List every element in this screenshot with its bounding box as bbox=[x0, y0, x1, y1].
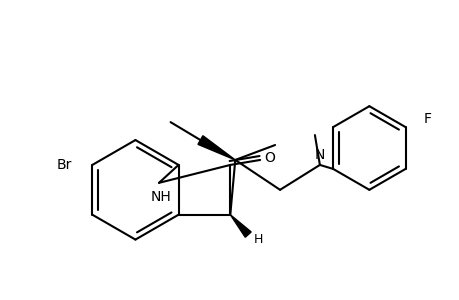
Text: Br: Br bbox=[57, 158, 72, 172]
Text: NH: NH bbox=[150, 190, 171, 204]
Text: O: O bbox=[264, 151, 275, 165]
Text: H: H bbox=[253, 233, 262, 246]
Polygon shape bbox=[197, 136, 235, 160]
Text: F: F bbox=[423, 112, 431, 126]
Polygon shape bbox=[230, 215, 251, 237]
Text: N: N bbox=[314, 148, 325, 162]
